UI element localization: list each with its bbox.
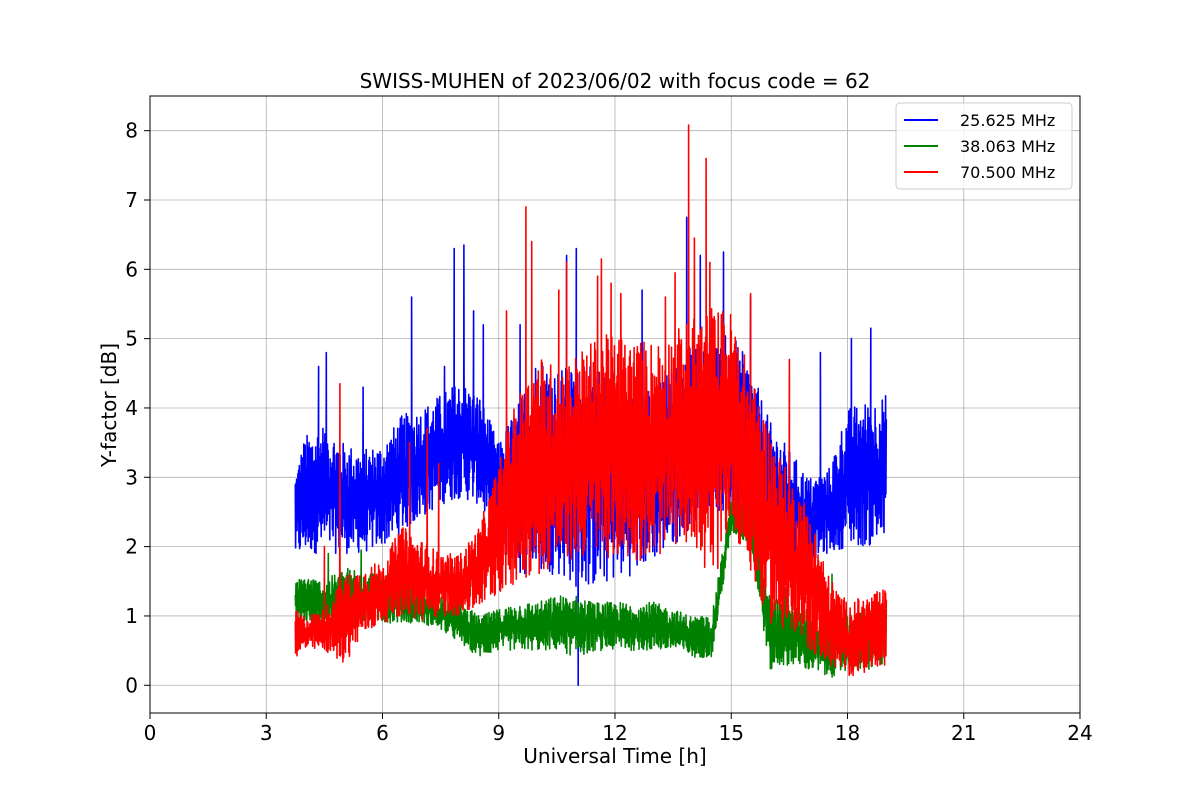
y-tick-label: 5: [125, 327, 138, 351]
x-tick-label: 24: [1067, 721, 1092, 745]
legend-label: 70.500 MHz: [960, 163, 1055, 182]
y-tick-label: 8: [125, 119, 138, 143]
x-tick-label: 9: [492, 721, 505, 745]
x-tick-label: 21: [951, 721, 976, 745]
x-tick-label: 18: [835, 721, 860, 745]
y-tick-label: 0: [125, 673, 138, 697]
y-tick-label: 7: [125, 188, 138, 212]
legend-frame: [895, 102, 1073, 190]
y-tick-label: 2: [125, 535, 138, 559]
legend: 25.625 MHz 38.063 MHz 70.500 MHz: [895, 102, 1073, 190]
x-tick-label: 3: [260, 721, 273, 745]
y-tick-label: 6: [125, 257, 138, 281]
x-tick-label: 6: [376, 721, 389, 745]
x-tick-label: 15: [719, 721, 744, 745]
x-tick-label: 12: [602, 721, 627, 745]
series-group: [294, 124, 888, 687]
y-tick-label: 4: [125, 396, 138, 420]
series-line-3: [294, 124, 888, 677]
y-tick-label: 1: [125, 604, 138, 628]
chart-title: SWISS-MUHEN of 2023/06/02 with focus cod…: [360, 69, 871, 93]
legend-label: 38.063 MHz: [960, 137, 1055, 156]
x-axis-title: Universal Time [h]: [523, 744, 706, 768]
y-axis-title: Y-factor [dB]: [97, 343, 121, 468]
y-tick-label: 3: [125, 465, 138, 489]
x-tick-label: 0: [144, 721, 157, 745]
legend-label: 25.625 MHz: [960, 111, 1055, 130]
